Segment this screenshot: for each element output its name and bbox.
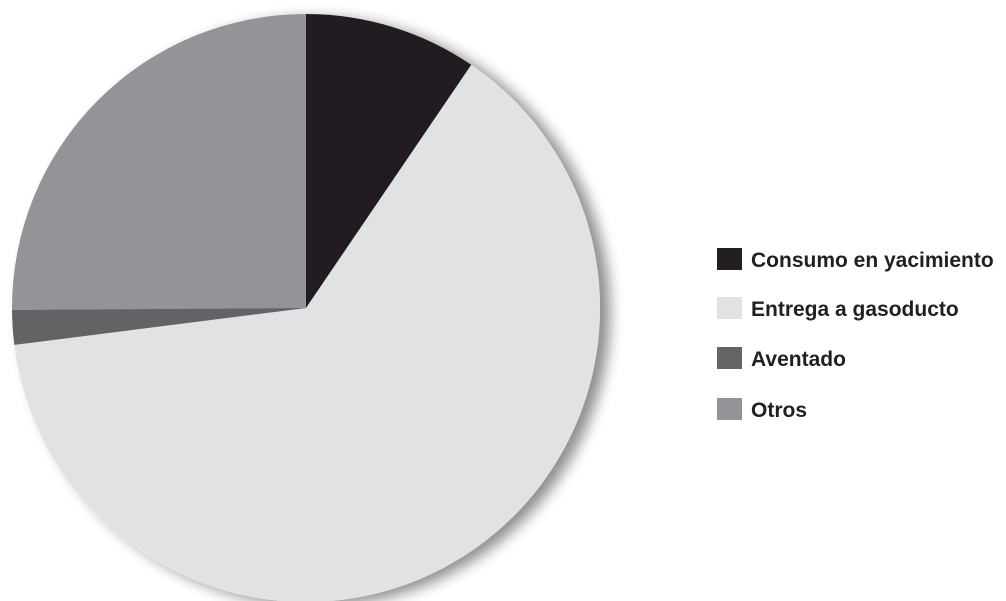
pie xyxy=(12,13,600,601)
legend-label-otros: Otros xyxy=(751,399,807,422)
legend-label-consumo-en-yacimiento: Consumo en yacimiento xyxy=(751,249,994,272)
legend-swatch-aventado xyxy=(717,347,742,369)
pie-slice-consumo-en-yacimiento xyxy=(306,14,472,308)
legend-swatch-otros xyxy=(717,398,742,420)
legend-item-entrega-a-gasoducto: Entrega a gasoducto xyxy=(717,297,959,321)
legend-item-aventado: Aventado xyxy=(717,347,846,371)
legend-label-entrega-a-gasoducto: Entrega a gasoducto xyxy=(751,298,959,321)
legend: Consumo en yacimiento Entrega a gasoduct… xyxy=(717,248,994,422)
legend-item-consumo-en-yacimiento: Consumo en yacimiento xyxy=(717,248,994,272)
legend-swatch-consumo-en-yacimiento xyxy=(717,248,742,270)
legend-item-otros: Otros xyxy=(717,398,807,422)
pie-slice-aventado xyxy=(12,308,306,345)
pie-slice-otros xyxy=(12,13,306,310)
legend-label-aventado: Aventado xyxy=(751,348,846,371)
pie-slice-entrega-a-gasoducto xyxy=(14,64,600,601)
legend-swatch-entrega-a-gasoducto xyxy=(717,297,742,319)
